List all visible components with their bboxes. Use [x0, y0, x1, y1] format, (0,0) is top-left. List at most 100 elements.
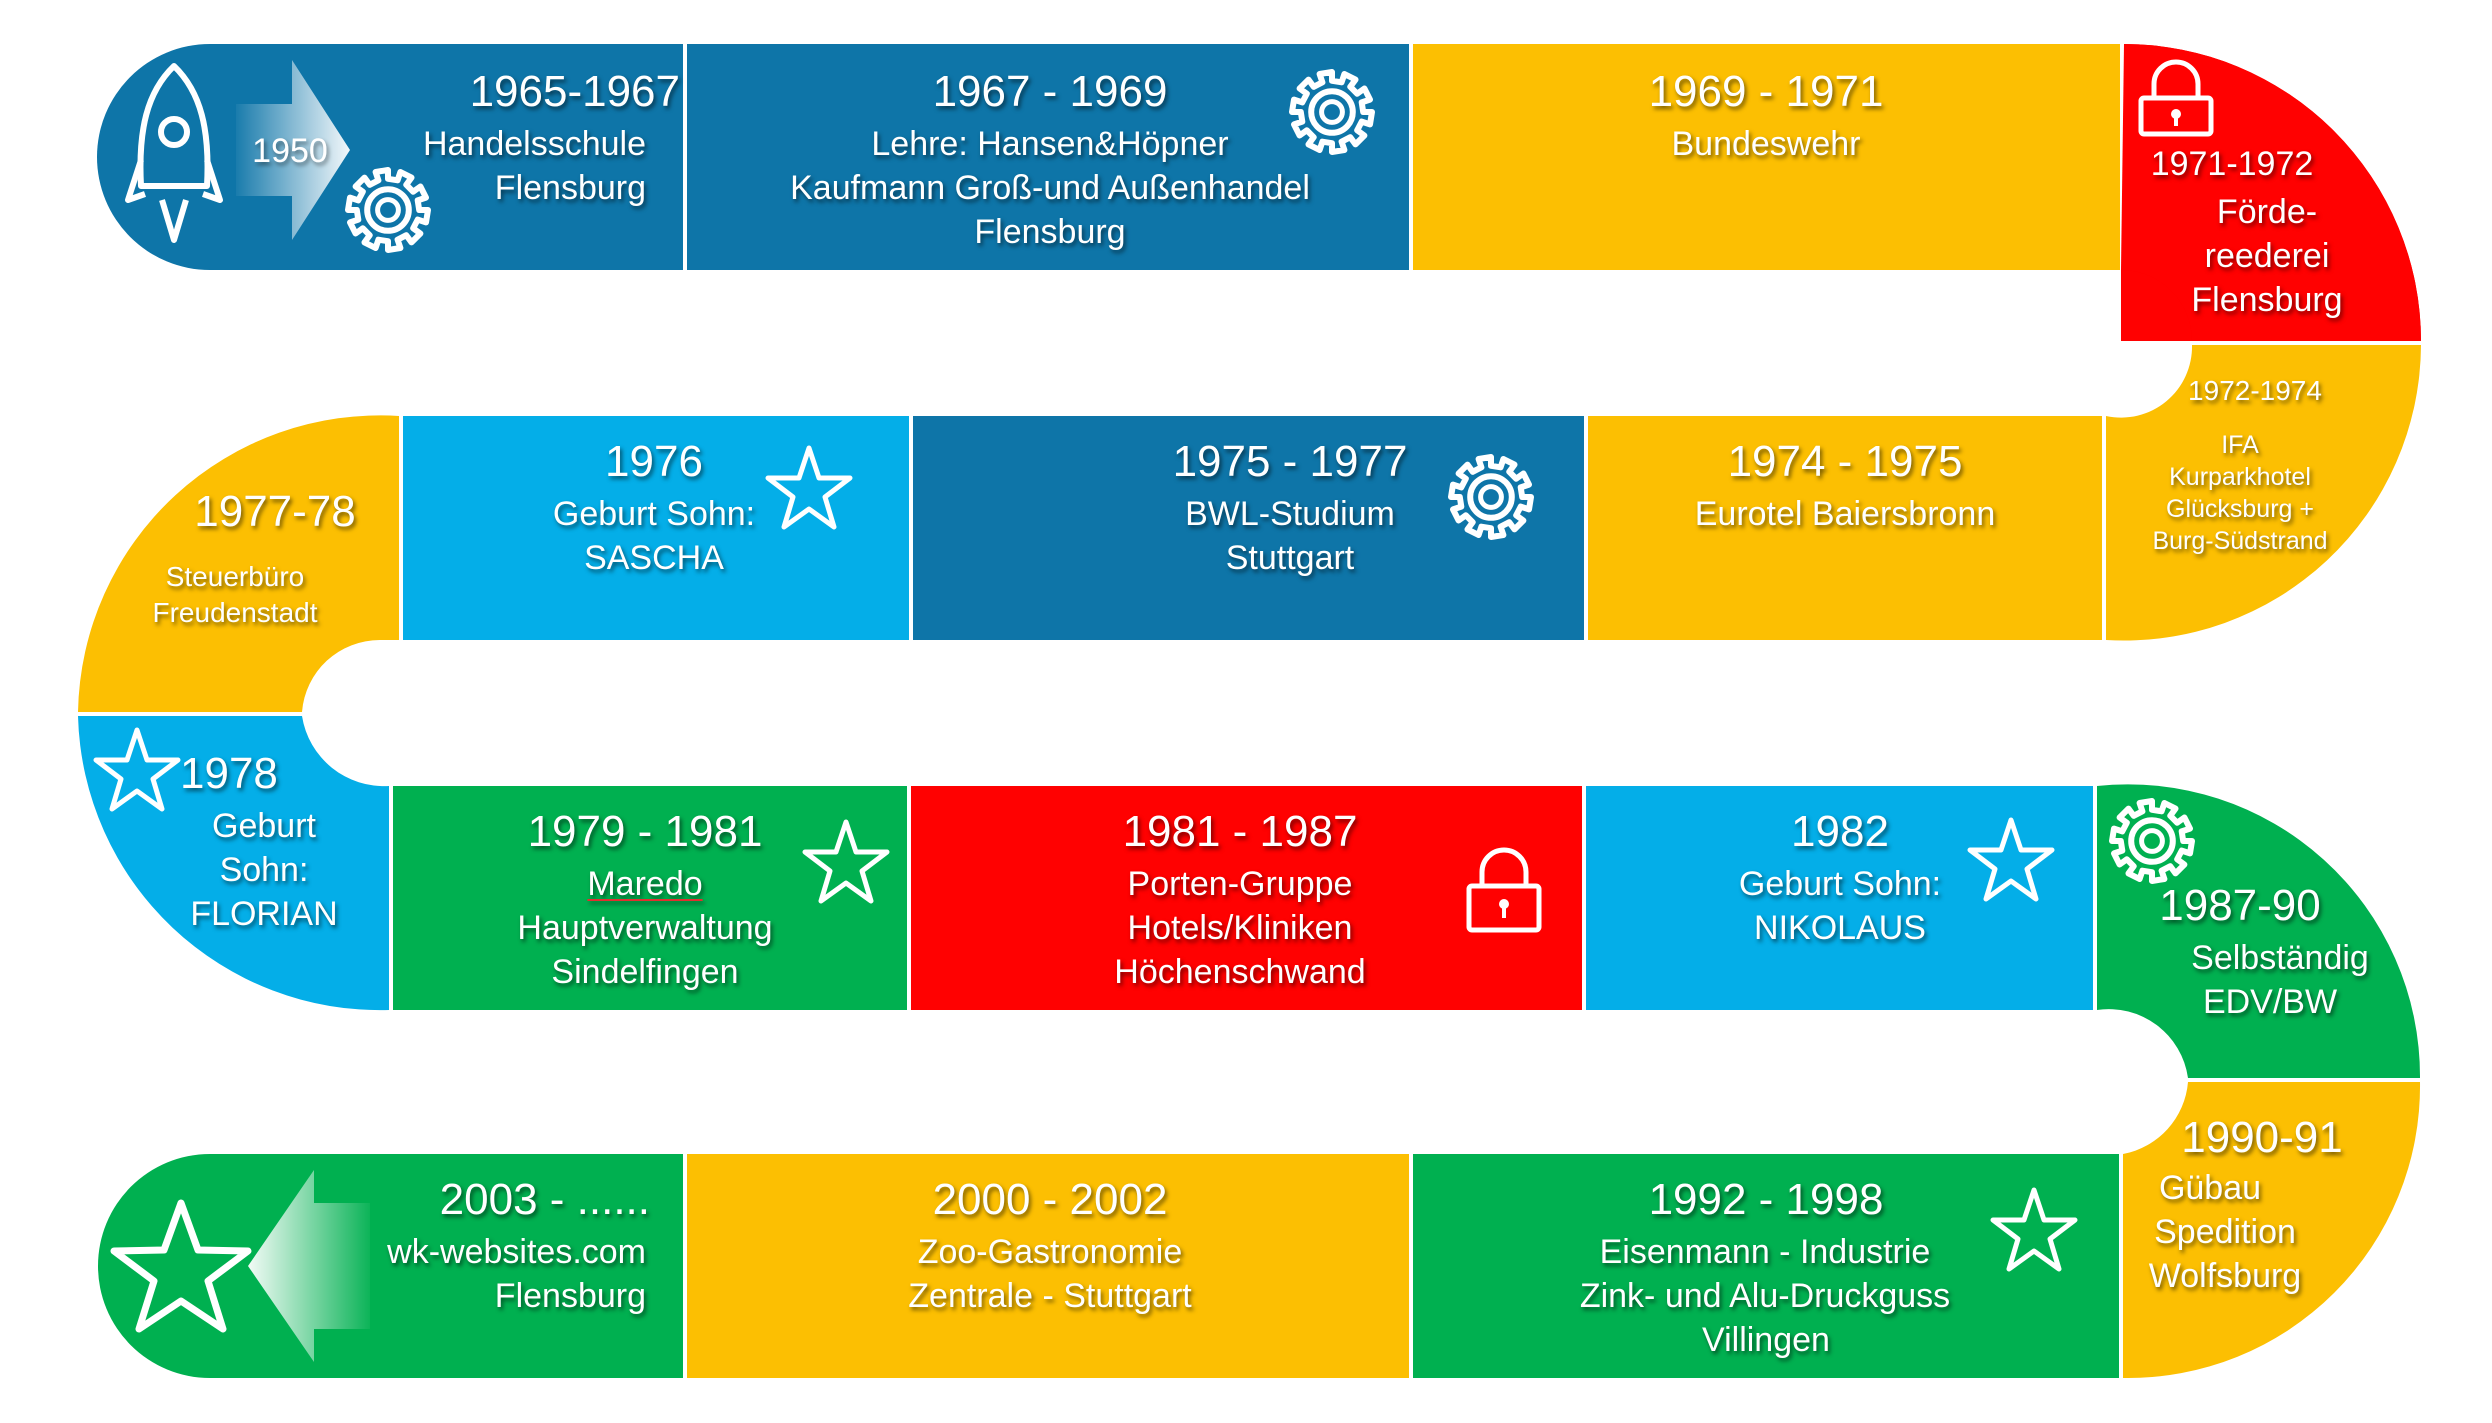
- start-year: 1950: [252, 132, 328, 170]
- gear-hub: [2139, 828, 2165, 854]
- lock-icon: [1466, 847, 1542, 933]
- segment-line: Hotels/Kliniken: [1127, 909, 1353, 947]
- gear-icon: [345, 167, 431, 253]
- segment-s18-shape: [98, 1154, 683, 1378]
- segment-line: Villingen: [1702, 1321, 1830, 1359]
- gear-hub: [1319, 99, 1345, 125]
- star-icon: [802, 819, 890, 904]
- segment-line: Bundeswehr: [1671, 125, 1861, 163]
- segment-years: 1987-90: [2159, 881, 2321, 930]
- segment-s3-shape: [1413, 44, 2120, 270]
- segment-line: Zentrale - Stuttgart: [908, 1277, 1192, 1315]
- gear-teeth: [1448, 454, 1534, 540]
- segment-years: 1969 - 1971: [1648, 67, 1884, 116]
- segment-line: Sindelfingen: [551, 953, 739, 991]
- gear-ring: [1467, 473, 1515, 521]
- star-icon: [1967, 817, 2055, 902]
- segment-line: Steuerbüro: [165, 561, 305, 592]
- segment-years: 1982: [1791, 807, 1889, 856]
- segment-line: Zoo-Gastronomie: [917, 1233, 1183, 1271]
- segment-s8-shape: [403, 416, 909, 640]
- gear-icon: [1289, 69, 1375, 155]
- segment-line: reederei: [2204, 237, 2330, 275]
- segment-years: 1990-91: [2181, 1113, 2343, 1162]
- segment-line: Maredo: [587, 865, 703, 903]
- segment-line: Freudenstadt: [152, 597, 318, 628]
- lock-icon: [2138, 59, 2214, 137]
- segment-line: Flensburg: [2191, 281, 2343, 319]
- segment-s15-shape: [2123, 1082, 2421, 1379]
- segment-line: Geburt Sohn:: [552, 495, 756, 533]
- segment-line: Förde-: [2216, 193, 2318, 231]
- star-icon: [110, 1199, 252, 1333]
- segment-line: Höchenschwand: [1114, 953, 1366, 991]
- segment-s6-shape: [1588, 416, 2102, 640]
- segment-s17-shape: [687, 1154, 1409, 1378]
- segment-line: Zink- und Alu-Druckguss: [1579, 1277, 1951, 1315]
- segment-years: 1976: [605, 437, 703, 486]
- segment-line: Selbständig: [2191, 939, 2369, 977]
- segment-line: Kaufmann Groß-und Außenhandel: [790, 169, 1310, 207]
- segment-line: BWL-Studium: [1185, 495, 1395, 533]
- segment-years: 2000 - 2002: [932, 1175, 1168, 1224]
- segment-line: FLORIAN: [190, 895, 338, 933]
- segment-line: wk-websites.com: [387, 1233, 646, 1271]
- segment-years: 1971-1972: [2150, 145, 2314, 183]
- segment-s2-shape: [687, 44, 1409, 270]
- gear-teeth: [1289, 69, 1375, 155]
- star-icon: [765, 445, 853, 530]
- segment-s1-shape: [97, 44, 683, 270]
- segment-line: Kurparkhotel: [2169, 463, 2311, 491]
- gear-ring: [2128, 817, 2176, 865]
- segment-line: Sohn:: [219, 851, 309, 889]
- segment-years: 1981 - 1987: [1122, 807, 1358, 856]
- gear-ring: [1308, 88, 1356, 136]
- segment-line: Gübau: [2158, 1169, 2262, 1207]
- segment-line: Geburt Sohn:: [1738, 865, 1942, 903]
- segment-s5-shape: [2106, 345, 2421, 641]
- segment-years: 1975 - 1977: [1172, 437, 1408, 486]
- segment-years: 1992 - 1998: [1648, 1175, 1884, 1224]
- gear-hub: [1478, 484, 1504, 510]
- segment-years: 1978: [180, 749, 278, 798]
- segment-line: Eurotel Baiersbronn: [1694, 495, 1996, 533]
- gear-ring: [364, 186, 412, 234]
- segment-years: 2003 - ......: [439, 1175, 650, 1224]
- gear-icon: [1448, 454, 1534, 540]
- end-arrow: [248, 1170, 370, 1362]
- segment-s16-shape: [1413, 1154, 2119, 1378]
- segment-years: 1974 - 1975: [1727, 437, 1963, 486]
- segment-line: Stuttgart: [1225, 539, 1355, 577]
- segment-line: SASCHA: [584, 539, 724, 577]
- start-arrow: [236, 60, 350, 240]
- gear-icon: [2109, 798, 2195, 884]
- star-icon: [1990, 1187, 2078, 1272]
- segment-line: Spedition: [2154, 1213, 2296, 1251]
- rocket-icon: [125, 63, 223, 243]
- segment-s4-shape-inner: [2124, 44, 2421, 341]
- segment-years: 1972-1974: [2188, 375, 2322, 406]
- segment-line: Burg-Südstrand: [2152, 527, 2328, 555]
- gear-teeth: [345, 167, 431, 253]
- segment-line: Handelsschule: [422, 125, 646, 163]
- star-icon: [93, 727, 181, 812]
- segment-line: EDV/BW: [2202, 983, 2338, 1021]
- segment-line: Hauptverwaltung: [517, 909, 773, 947]
- segment-years: 1977-78: [194, 487, 356, 536]
- segment-years: 1965-1967: [469, 67, 680, 116]
- segment-line: Eisenmann - Industrie: [1599, 1233, 1931, 1271]
- segment-line: Lehre: Hansen&Höpner: [871, 125, 1229, 163]
- segment-line: IFA: [2221, 431, 2259, 459]
- segment-line: Flensburg: [494, 1277, 646, 1315]
- segment-line: Glücksburg +: [2166, 495, 2314, 523]
- gear-teeth: [2109, 798, 2195, 884]
- segment-line: Flensburg: [974, 213, 1126, 251]
- segment-line: NIKOLAUS: [1754, 909, 1926, 947]
- segment-years: 1967 - 1969: [932, 67, 1168, 116]
- segment-line: Geburt: [212, 807, 316, 845]
- segment-years: 1979 - 1981: [527, 807, 763, 856]
- gear-hub: [375, 197, 401, 223]
- segment-s9-shape: [78, 415, 399, 712]
- segment-line: Flensburg: [494, 169, 646, 207]
